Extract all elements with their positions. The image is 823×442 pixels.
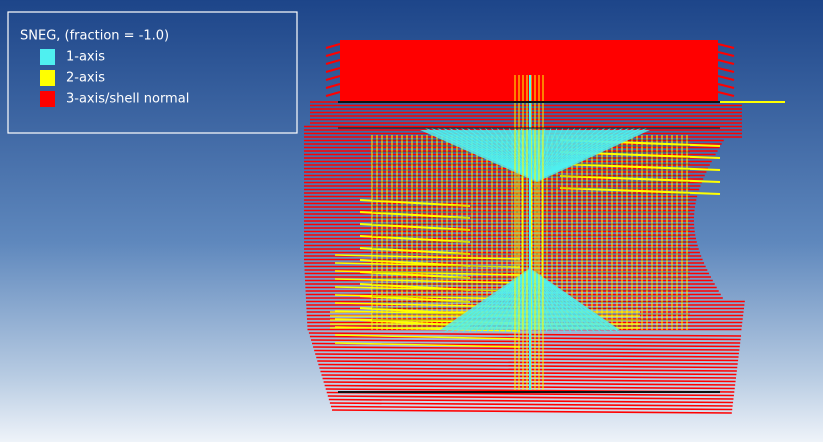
legend-label: 2-axis xyxy=(66,71,105,86)
legend-title: SNEG, (fraction = -1.0) xyxy=(20,29,169,44)
page: SNEG, (fraction = -1.0) 1-axis 2-axis 3-ax… xyxy=(0,0,823,442)
legend-swatch xyxy=(40,49,55,65)
legend-label: 1-axis xyxy=(66,50,105,65)
legend-swatch xyxy=(40,70,55,86)
viewport: SNEG, (fraction = -1.0) 1-axis 2-axis 3-ax… xyxy=(0,0,823,442)
legend-label: 3-axis/shell normal xyxy=(66,92,189,107)
legend-swatch xyxy=(40,91,55,107)
